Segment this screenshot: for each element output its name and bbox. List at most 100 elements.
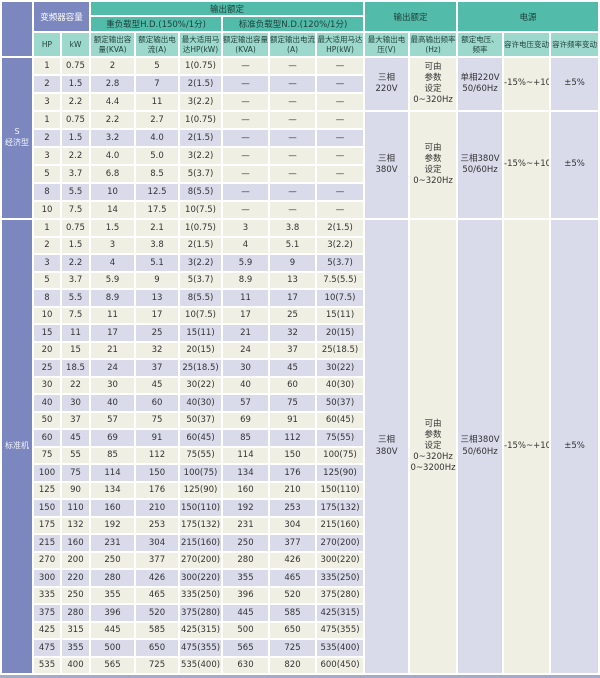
data-cell: 500 [91,640,135,656]
table-row: 15 11 17 25 15(11) 21 32 20(15) [2,325,598,341]
data-cell: 253 [270,500,316,516]
data-cell: 5.1 [270,237,316,253]
data-cell: 69 [91,430,135,446]
data-cell: 30 [34,377,60,393]
data-cell: — [317,94,364,110]
data-cell: 4 [223,237,269,253]
data-cell: 10 [34,202,60,218]
col-header-frequency-tolerance: 容许频率变动 [551,33,599,56]
data-cell: 45 [270,360,316,376]
merged-cell-voltage-tolerance: -15%~+10% [504,112,550,218]
data-cell: — [223,148,269,164]
data-cell: 150 [136,465,179,481]
data-cell: 2.8 [91,76,135,92]
data-cell: 10 [34,307,60,323]
data-cell: 4.4 [91,94,135,110]
data-cell: 5.9 [223,255,269,271]
data-cell: 134 [223,465,269,481]
data-cell: 270(200) [317,535,364,551]
data-cell: 30 [62,395,90,411]
data-cell: 150 [270,447,316,463]
merged-cell-max-frequency: 可由 参数 设定 0~320Hz 0~3200Hz [410,220,457,673]
data-cell: 315 [62,622,90,638]
data-cell: 5(3.7) [180,272,222,288]
data-cell: 3 [91,237,135,253]
data-cell: 75(55) [317,430,364,446]
data-cell: — [270,58,316,74]
data-cell: 630 [223,657,269,673]
data-cell: 377 [136,552,179,568]
data-cell: 125(90) [317,465,364,481]
data-cell: 75 [34,447,60,463]
data-cell: 160 [91,500,135,516]
merged-cell-rated-voltage-freq: 三相380V 50/60Hz [458,112,503,218]
data-cell: 535 [34,657,60,673]
merged-cell-rated-voltage-freq: 三相380V 50/60Hz [458,220,503,673]
table-row: 40 30 40 60 40(30) 57 75 50(37) [2,395,598,411]
data-cell: 30 [91,377,135,393]
col-header-nd-kva: 额定输出容量(KVA) [223,33,269,56]
data-cell: — [270,148,316,164]
table-row: 425 315 445 585 425(315) 500 650 475(355) [2,622,598,638]
table-row: 1 0.75 2.2 2.7 1(0.75) — — — 三相 380V 可由 参数 设定 0~320Hz… [2,112,599,218]
table-row: 2 1.5 3 3.8 2(1.5) 4 5.1 3(2.2) [2,237,598,253]
data-cell: 465 [270,570,316,586]
data-cell: 40 [91,395,135,411]
data-cell: 134 [91,482,135,498]
data-cell: 17 [91,325,135,341]
data-cell: 75 [136,412,179,428]
data-cell: 231 [223,517,269,533]
data-cell: 3(2.2) [180,255,222,271]
data-cell: 40 [34,395,60,411]
table-row: 60 45 69 91 60(45) 85 112 75(55) [2,430,598,446]
merged-cell-max-voltage: 三相 220V [365,58,409,110]
data-cell: 22 [62,377,90,393]
data-cell: — [270,202,316,218]
data-cell: 2.2 [62,94,90,110]
data-cell: 175(132) [180,517,222,533]
data-cell: 355 [223,570,269,586]
data-cell: — [223,112,269,128]
data-cell: 3.7 [62,272,90,288]
data-cell: 9 [270,255,316,271]
data-cell: 2(1.5) [180,237,222,253]
data-cell: 192 [91,517,135,533]
data-cell: 100 [34,465,60,481]
data-cell: 11 [223,290,269,306]
data-cell: 375(280) [317,587,364,603]
data-cell: 8.5 [136,166,179,182]
col-header-nd-current: 额定输出电流(A) [270,33,316,56]
data-cell: 355 [91,587,135,603]
data-cell: 9 [136,272,179,288]
data-cell: 1 [34,220,60,236]
table-row: 100 75 114 150 100(75) 134 176 125(90) [2,465,598,481]
data-cell: 10(7.5) [317,290,364,306]
data-cell: 0.75 [62,58,90,74]
table-row: 125 90 134 176 125(90) 160 210 150(110) [2,482,598,498]
data-cell: 175 [34,517,60,533]
table-row: 5 3.7 6.8 8.5 5(3.7) — — — [2,166,598,182]
data-cell: 250 [62,587,90,603]
data-cell: 60(45) [317,412,364,428]
data-cell: 91 [270,412,316,428]
data-cell: 10(7.5) [180,307,222,323]
data-cell: 75 [62,465,90,481]
table-row: 8 5.5 10 12.5 8(5.5) — — — [2,184,598,200]
data-cell: 2(1.5) [317,220,364,236]
data-cell: 112 [136,447,179,463]
data-cell: 5 [34,166,60,182]
data-cell: 3.2 [91,130,135,146]
data-cell: 5 [136,58,179,74]
data-cell: 17 [136,307,179,323]
data-cell: 5 [34,272,60,288]
data-cell: 465 [136,587,179,603]
data-cell: 425(315) [180,622,222,638]
table-header: 变频器容量 输出额定 输出额定 电源 重负载型H.D.(150%/1分) 标准负… [2,2,599,56]
data-cell: 60(45) [180,430,222,446]
data-cell: 17 [270,290,316,306]
data-cell: 270(200) [180,552,222,568]
data-cell: 30 [223,360,269,376]
data-cell: 25 [270,307,316,323]
table-row: 475 355 500 650 475(355) 565 725 535(400) [2,640,598,656]
data-cell: 7.5(5.5) [317,272,364,288]
